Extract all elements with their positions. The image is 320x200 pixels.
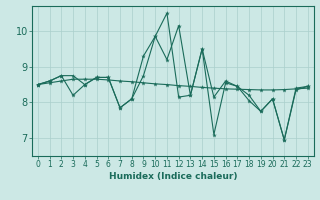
X-axis label: Humidex (Indice chaleur): Humidex (Indice chaleur)	[108, 172, 237, 181]
